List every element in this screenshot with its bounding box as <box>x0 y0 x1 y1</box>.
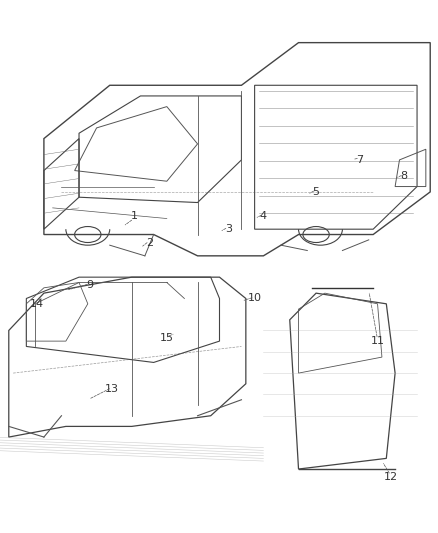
Text: 13: 13 <box>105 384 119 394</box>
Text: 3: 3 <box>224 224 231 234</box>
Text: 10: 10 <box>247 294 261 303</box>
Text: 12: 12 <box>383 472 397 482</box>
Text: 15: 15 <box>159 334 173 343</box>
Text: 2: 2 <box>145 238 152 247</box>
Text: 8: 8 <box>399 171 406 181</box>
Text: 4: 4 <box>259 211 266 221</box>
Text: 1: 1 <box>130 211 137 221</box>
Text: 5: 5 <box>312 187 319 197</box>
Text: 7: 7 <box>356 155 363 165</box>
Text: 11: 11 <box>370 336 384 346</box>
Text: 9: 9 <box>86 280 93 290</box>
Text: 14: 14 <box>30 299 44 309</box>
